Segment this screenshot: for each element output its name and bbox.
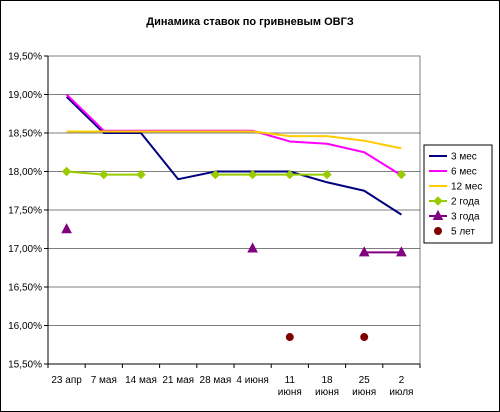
series-5-point: [247, 242, 258, 253]
legend-entry-1-label: 3 мес: [451, 152, 477, 163]
y-tick-label: 18,50%: [8, 129, 42, 140]
y-tick-label: 17,50%: [8, 206, 42, 217]
series-5-point: [396, 246, 407, 257]
y-tick-label: 19,00%: [8, 90, 42, 101]
y-tick-label: 16,00%: [8, 321, 42, 332]
series-3-line: [66, 130, 402, 150]
x-tick-label: 11: [285, 375, 296, 386]
x-tick-label: июня: [352, 387, 376, 398]
series-4-point: [322, 169, 332, 180]
x-tick-label: 4 июня: [236, 375, 268, 386]
x-tick-label: 28 мая: [200, 375, 232, 386]
series-5-point: [61, 223, 72, 234]
x-tick-label: 21 мая: [162, 375, 194, 386]
series-4-point: [247, 169, 258, 180]
legend-entry-2-label: 6 мес: [451, 167, 477, 178]
series-4-point: [61, 166, 72, 177]
x-tick-label: июля: [389, 387, 413, 398]
x-tick-label: 25: [359, 375, 371, 386]
legend-box: [423, 144, 493, 244]
legend-entry-6-label: 5 лет: [451, 227, 475, 238]
legend-entry-6-marker: [434, 227, 442, 235]
y-tick-label: 17,00%: [8, 244, 42, 255]
legend-entry-3-label: 12 мес: [451, 182, 482, 193]
y-tick-label: 19,50%: [8, 52, 42, 63]
series-4-point: [285, 169, 295, 180]
y-tick-label: 18,00%: [8, 167, 42, 178]
legend-entry-4-marker: [433, 196, 443, 206]
chart-title: Динамика ставок по гривневым ОВГЗ: [146, 16, 354, 28]
series-4-point: [396, 169, 407, 180]
series-4-point: [210, 169, 221, 180]
series-6-point: [360, 333, 369, 342]
series-4-point: [136, 169, 146, 180]
x-tick-label: июня: [278, 387, 302, 398]
series-6-point: [285, 333, 294, 342]
y-tick-label: 16,50%: [8, 283, 42, 294]
x-tick-label: 7 мая: [91, 375, 117, 386]
x-tick-label: июня: [315, 387, 339, 398]
series-4-point: [99, 169, 109, 180]
legend-entry-4-label: 2 года: [451, 197, 480, 208]
x-tick-label: 18: [321, 375, 333, 386]
series-5-point: [358, 246, 370, 257]
x-tick-label: 2: [399, 375, 405, 386]
x-tick-label: 14 мая: [125, 375, 157, 386]
series-1-line: [65, 96, 402, 216]
y-tick-label: 15,50%: [8, 360, 42, 371]
legend-entry-5-label: 3 года: [451, 212, 480, 223]
x-tick-label: 23 апр: [51, 375, 82, 386]
legend-entry-5-marker: [432, 209, 444, 220]
